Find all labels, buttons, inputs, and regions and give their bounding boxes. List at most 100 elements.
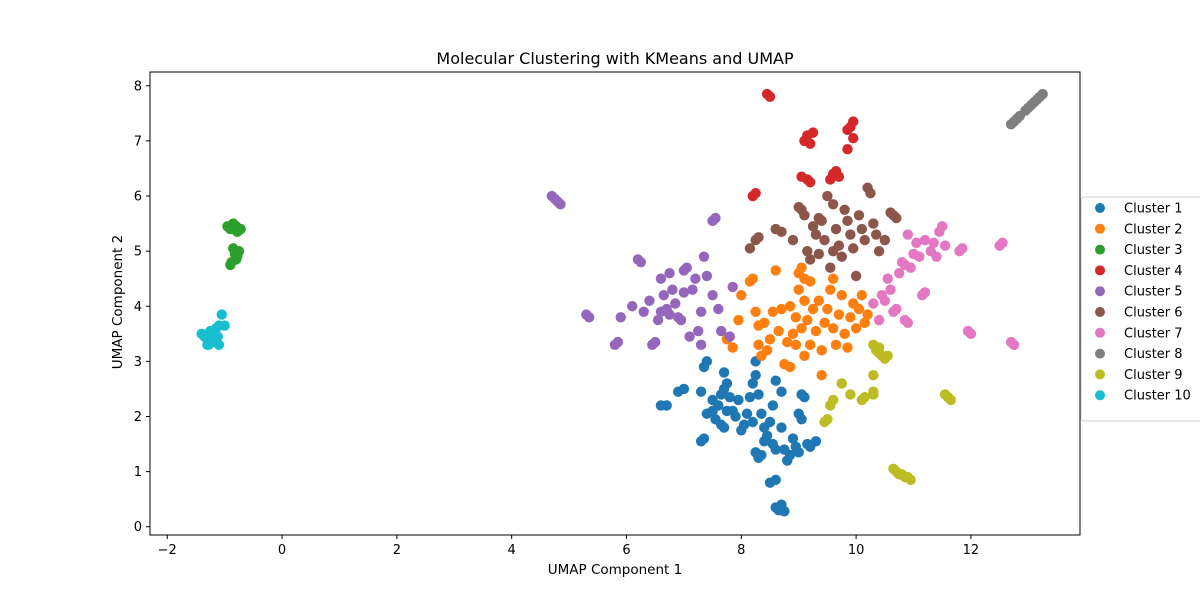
data-point xyxy=(776,422,787,433)
y-tick-label: 5 xyxy=(134,245,142,260)
data-point xyxy=(827,273,839,284)
data-point xyxy=(848,132,859,144)
data-point xyxy=(891,303,902,315)
data-point xyxy=(701,356,713,367)
data-point xyxy=(856,290,868,301)
data-point xyxy=(753,232,764,243)
data-point xyxy=(684,331,695,342)
data-point xyxy=(750,188,761,199)
data-point xyxy=(799,295,810,306)
data-point xyxy=(667,284,678,295)
data-point xyxy=(802,245,813,257)
data-point xyxy=(914,251,925,262)
data-point xyxy=(859,317,870,328)
data-point xyxy=(836,251,847,262)
data-point xyxy=(713,400,724,411)
data-point xyxy=(701,270,713,282)
chart-title: Molecular Clustering with KMeans and UMA… xyxy=(436,49,794,68)
legend-marker xyxy=(1095,223,1105,234)
data-point xyxy=(583,312,595,323)
data-point xyxy=(764,416,776,428)
data-point xyxy=(213,339,225,351)
legend-label: Cluster 1 xyxy=(1124,202,1183,217)
data-point xyxy=(856,223,868,235)
legend-marker xyxy=(1095,348,1105,359)
data-point xyxy=(799,210,810,221)
data-point xyxy=(727,281,738,293)
x-tick-label: 2 xyxy=(393,543,401,558)
data-point xyxy=(764,91,776,103)
data-point xyxy=(902,317,913,328)
data-point xyxy=(825,284,836,295)
x-tick-label: 6 xyxy=(622,543,630,558)
data-point xyxy=(799,350,810,362)
data-point xyxy=(727,342,738,353)
data-point xyxy=(822,414,833,425)
data-point xyxy=(670,298,681,309)
data-point xyxy=(787,328,799,340)
data-point xyxy=(664,309,675,320)
data-point xyxy=(862,309,873,320)
data-point xyxy=(833,309,845,320)
y-tick-label: 8 xyxy=(134,79,142,94)
data-point xyxy=(736,290,747,301)
data-point xyxy=(882,350,893,362)
data-point xyxy=(724,392,736,403)
data-point xyxy=(830,223,842,235)
data-point xyxy=(1037,88,1048,100)
data-point xyxy=(957,243,968,254)
legend-marker xyxy=(1095,390,1105,401)
legend-label: Cluster 2 xyxy=(1124,222,1183,237)
data-point xyxy=(885,284,896,295)
legend-marker xyxy=(1095,203,1105,213)
data-point xyxy=(845,229,856,240)
data-point xyxy=(839,328,850,340)
y-axis: 0 1 2 3 4 5 6 7 8 xyxy=(134,79,150,535)
data-point xyxy=(756,449,767,461)
data-point xyxy=(810,229,822,240)
x-tick-label: 10 xyxy=(848,543,865,558)
data-point xyxy=(638,306,649,317)
data-point xyxy=(219,320,230,331)
data-point xyxy=(868,389,879,400)
data-point xyxy=(770,444,781,455)
legend-label: Cluster 3 xyxy=(1124,243,1183,258)
legend-label: Cluster 6 xyxy=(1124,306,1183,321)
data-point xyxy=(767,306,779,317)
data-point xyxy=(893,267,905,279)
legend: Cluster 1 Cluster 2 Cluster 3 Cluster 4 Clus… xyxy=(1080,196,1200,422)
legend-label: Cluster 4 xyxy=(1124,264,1183,279)
data-point xyxy=(816,369,827,381)
data-point xyxy=(796,389,807,400)
data-point xyxy=(859,234,870,246)
data-point xyxy=(891,212,902,224)
data-point xyxy=(787,433,799,444)
data-point xyxy=(747,416,758,428)
data-point xyxy=(813,295,824,306)
data-point xyxy=(756,408,767,419)
data-point xyxy=(790,312,802,323)
data-point xyxy=(767,400,779,411)
data-point xyxy=(747,378,758,389)
data-point xyxy=(693,325,704,337)
data-point xyxy=(784,301,796,312)
data-point xyxy=(816,345,827,356)
data-point xyxy=(804,138,816,149)
data-point xyxy=(790,339,802,351)
data-point xyxy=(845,312,856,323)
data-point xyxy=(799,273,810,284)
data-point xyxy=(695,339,707,351)
data-point xyxy=(945,394,957,406)
data-point xyxy=(859,392,870,403)
data-point xyxy=(822,303,833,315)
data-point xyxy=(810,325,822,337)
data-point xyxy=(819,234,830,246)
data-point xyxy=(833,171,845,182)
x-tick-label: 12 xyxy=(963,543,980,558)
data-point xyxy=(804,177,816,188)
legend-label: Cluster 9 xyxy=(1124,368,1183,383)
data-point xyxy=(919,234,931,246)
data-point xyxy=(836,290,847,301)
data-point xyxy=(675,314,687,326)
